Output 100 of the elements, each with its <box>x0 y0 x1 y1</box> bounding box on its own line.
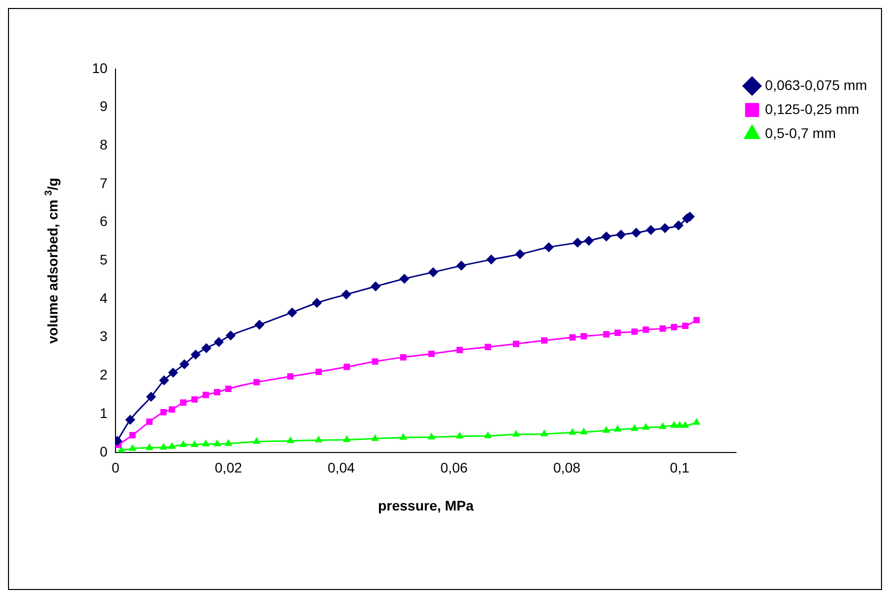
point <box>540 429 548 436</box>
point <box>341 289 352 300</box>
point <box>456 432 464 439</box>
point <box>541 337 548 344</box>
x-tick-label: 0,06 <box>440 460 468 476</box>
point <box>512 340 520 348</box>
point <box>486 254 496 265</box>
y-tick-label: 6 <box>100 213 108 230</box>
point <box>214 389 220 396</box>
point <box>601 232 612 242</box>
point <box>370 281 381 292</box>
point <box>179 440 188 447</box>
point <box>456 346 463 354</box>
x-tick-label: 0,08 <box>553 460 581 476</box>
point <box>642 422 650 430</box>
point <box>314 436 323 442</box>
y-tick-label: 3 <box>100 328 108 344</box>
legend-label: 0,5-0,7 mm <box>765 124 836 141</box>
point <box>544 242 554 252</box>
point <box>168 442 176 449</box>
point <box>202 439 210 446</box>
point <box>614 330 621 336</box>
point <box>512 430 520 437</box>
point <box>254 320 264 330</box>
legend-label: 0,063-0,075 mm <box>765 76 868 93</box>
point <box>312 298 322 308</box>
point <box>682 322 688 330</box>
point <box>129 432 136 438</box>
point <box>456 260 466 271</box>
point <box>568 428 576 435</box>
y-tick-label: 1 <box>100 404 108 421</box>
point <box>584 236 594 246</box>
point <box>484 431 492 438</box>
point <box>253 379 260 386</box>
point <box>660 223 670 234</box>
point <box>168 368 178 378</box>
point <box>286 436 294 444</box>
point <box>681 421 690 428</box>
point <box>614 424 622 432</box>
point <box>569 334 576 341</box>
point <box>428 432 436 440</box>
point <box>225 386 232 392</box>
point <box>214 336 224 347</box>
point <box>399 274 410 284</box>
point <box>515 249 526 260</box>
point <box>693 316 700 324</box>
point <box>428 350 435 358</box>
point <box>676 421 684 428</box>
point <box>128 444 136 451</box>
y-axis-title: volume adsorbed, cm 3/g <box>43 178 60 344</box>
point <box>252 437 260 444</box>
x-tick-label: 0,02 <box>214 460 242 476</box>
y-tick-label: 4 <box>100 290 108 306</box>
point <box>146 392 156 402</box>
point <box>400 354 406 360</box>
point <box>160 442 168 450</box>
point <box>201 343 212 354</box>
point <box>572 238 583 248</box>
point <box>658 422 667 429</box>
x-axis-title: pressure, MPa <box>378 497 474 514</box>
point <box>602 426 610 433</box>
point <box>226 330 236 340</box>
point <box>630 424 638 431</box>
point <box>692 418 700 425</box>
point <box>202 392 210 398</box>
y-tick-label: 8 <box>100 136 108 153</box>
point <box>190 440 198 447</box>
point <box>180 399 186 406</box>
point <box>399 432 408 440</box>
x-tick-label: 0,04 <box>328 460 356 476</box>
y-tick-label: 9 <box>100 98 108 114</box>
point <box>371 434 379 441</box>
point <box>159 375 170 386</box>
point <box>674 220 684 230</box>
point <box>146 418 153 425</box>
y-tick-label: 2 <box>100 366 108 383</box>
point <box>603 331 610 338</box>
point <box>224 439 232 446</box>
point <box>616 230 626 240</box>
point <box>213 439 222 446</box>
point <box>580 428 588 434</box>
point <box>428 267 438 278</box>
y-tick-label: 5 <box>100 252 108 268</box>
y-tick-label: 7 <box>100 174 108 191</box>
x-tick-label: 0 <box>112 460 120 476</box>
point <box>646 225 656 236</box>
y-tick-label: 0 <box>100 443 108 460</box>
x-tick-label: 0,1 <box>670 460 690 476</box>
point <box>484 344 492 350</box>
point <box>315 368 322 376</box>
legend-label: 0,125-0,25 mm <box>765 100 860 117</box>
point <box>287 307 298 318</box>
point <box>660 325 666 332</box>
point <box>631 228 642 238</box>
y-tick-label: 10 <box>92 60 108 76</box>
point <box>342 435 351 442</box>
point <box>642 326 649 333</box>
point <box>179 359 190 370</box>
point <box>580 333 587 340</box>
point <box>146 443 154 450</box>
